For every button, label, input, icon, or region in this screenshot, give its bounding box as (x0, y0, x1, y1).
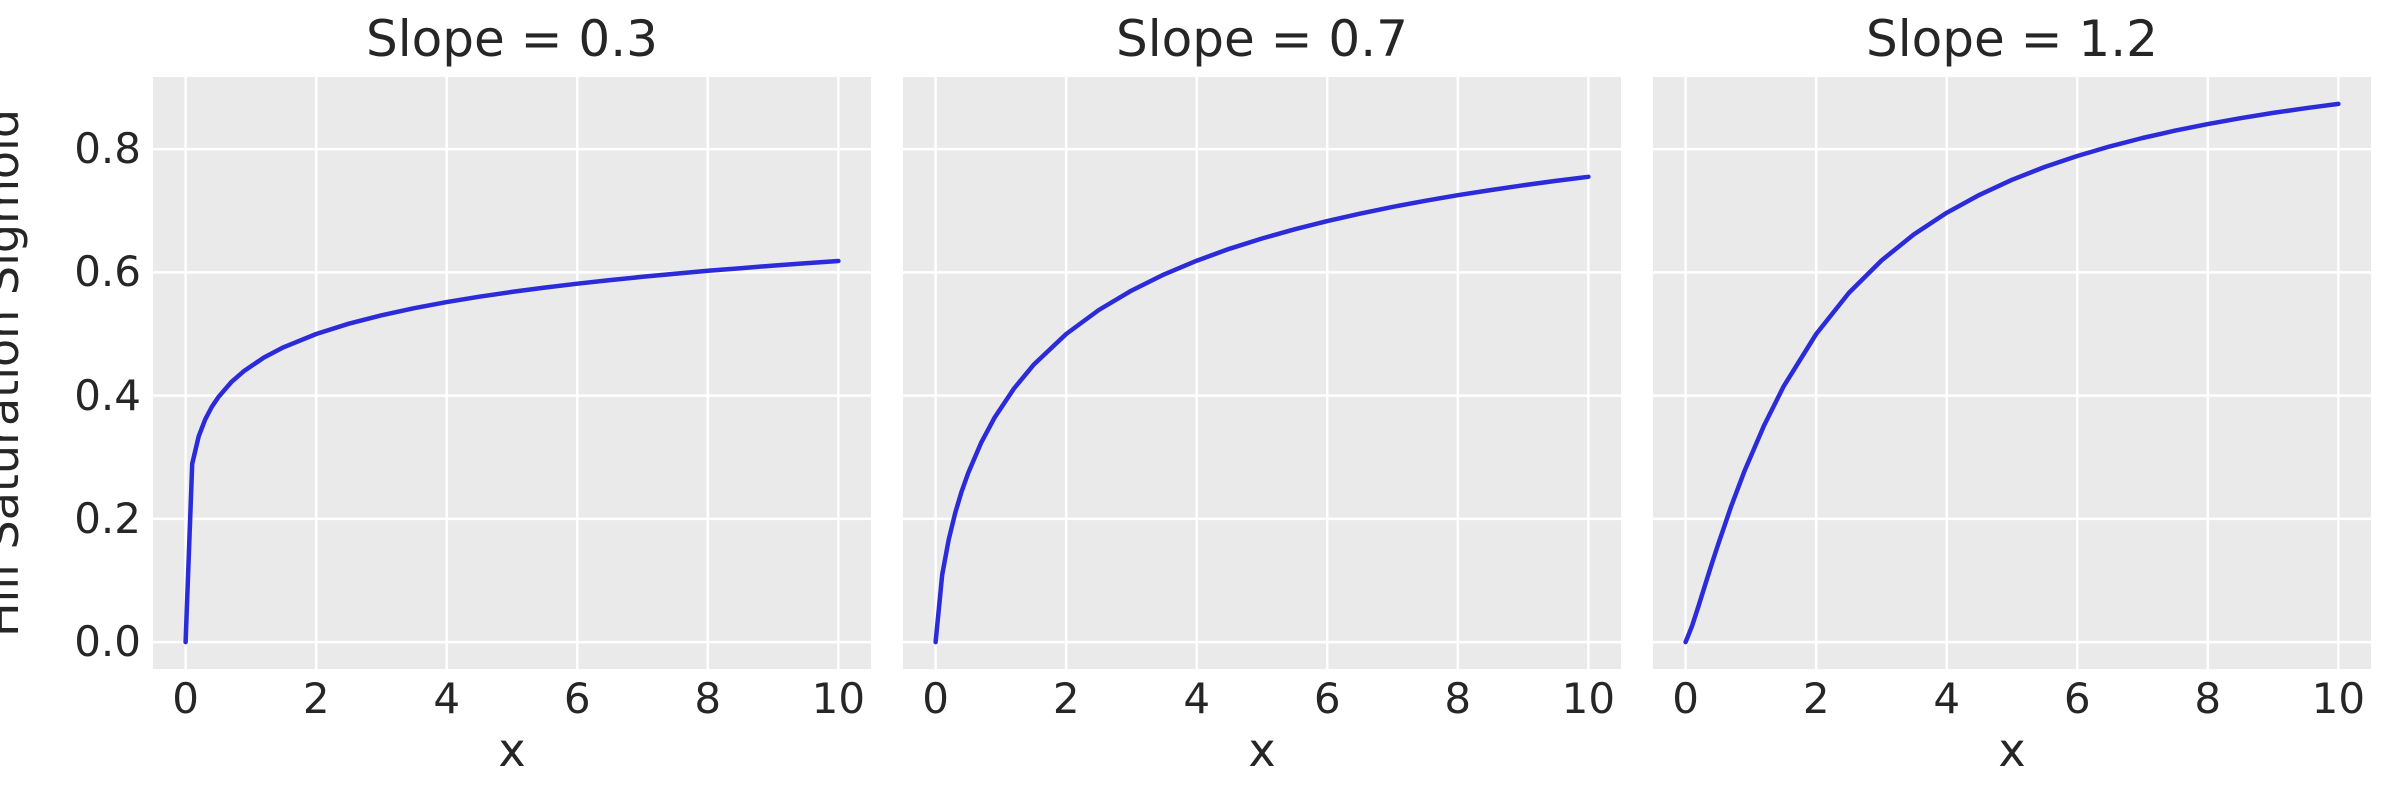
x-axis-label: x (1998, 723, 2026, 777)
x-tick-label: 2 (1802, 674, 1830, 723)
subplot-slope-0.3: Slope = 0.3 0 2 4 6 8 10 x (153, 0, 871, 800)
x-tick-label: 2 (302, 674, 330, 723)
curve-svg (153, 77, 871, 669)
x-tick-label: 10 (2311, 674, 2366, 723)
x-tick-label: 4 (433, 674, 461, 723)
plot-area (153, 77, 871, 669)
y-tick-labels: 0.0 0.2 0.4 0.6 0.8 (0, 77, 141, 669)
curve-svg (1653, 77, 2371, 669)
x-tick-label: 4 (1933, 674, 1961, 723)
hill-curve (1683, 101, 2341, 645)
x-tick-label: 10 (811, 674, 866, 723)
plot-area (1653, 77, 2371, 669)
y-tick-label: 0.0 (74, 617, 141, 667)
subplot-title: Slope = 0.7 (1116, 10, 1408, 68)
x-tick-label: 0 (922, 674, 949, 723)
x-tick-labels: 0 2 4 6 8 10 (1653, 678, 2371, 722)
subplot-title: Slope = 1.2 (1866, 10, 2158, 68)
x-tick-labels: 0 2 4 6 8 10 (153, 678, 871, 722)
x-tick-labels: 0 2 4 6 8 10 (903, 678, 1621, 722)
hill-curve (933, 174, 1591, 645)
x-tick-label: 4 (1183, 674, 1211, 723)
x-axis-label: x (498, 723, 526, 777)
x-tick-label: 6 (2063, 674, 2091, 723)
plot-area (903, 77, 1621, 669)
subplot-slope-1.2: Slope = 1.2 0 2 4 6 8 10 x (1653, 0, 2371, 800)
x-tick-label: 10 (1561, 674, 1616, 723)
x-tick-label: 2 (1052, 674, 1080, 723)
x-tick-label: 6 (1313, 674, 1341, 723)
x-tick-label: 0 (1672, 674, 1699, 723)
subplot-slope-0.7: Slope = 0.7 0 2 4 6 8 10 x (903, 0, 1621, 800)
x-tick-label: 8 (1444, 674, 1472, 723)
x-axis-label: x (1248, 723, 1276, 777)
y-tick-label: 0.8 (74, 124, 141, 174)
x-tick-label: 0 (172, 674, 199, 723)
x-tick-label: 6 (563, 674, 591, 723)
subplot-title: Slope = 0.3 (366, 10, 658, 68)
curve-svg (903, 77, 1621, 669)
hill-curve (183, 258, 841, 645)
y-tick-label: 0.6 (74, 247, 141, 297)
x-tick-label: 8 (694, 674, 722, 723)
x-tick-label: 8 (2194, 674, 2222, 723)
y-tick-label: 0.4 (74, 370, 141, 420)
y-tick-label: 0.2 (74, 493, 141, 543)
